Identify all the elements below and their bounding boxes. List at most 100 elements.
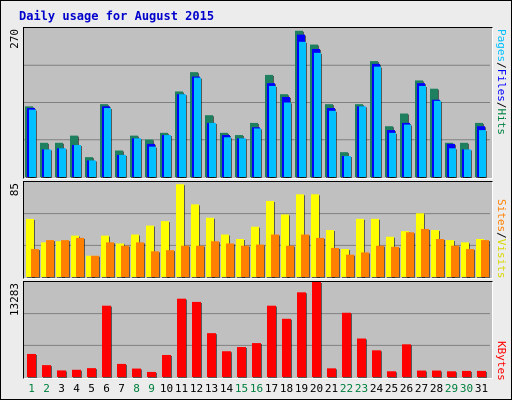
visits-bar: [446, 240, 454, 277]
visits-bar: [386, 236, 394, 277]
legend-sep-1: /: [495, 62, 508, 69]
legend-sites: Sites: [495, 199, 508, 233]
kbytes-bar: [132, 368, 141, 377]
kbytes-bar: [342, 312, 351, 377]
kbytes-bar: [447, 371, 456, 377]
visits-bar: [431, 230, 439, 277]
legend-sep-3: /: [495, 232, 508, 239]
x-tick-label: 22: [340, 382, 353, 395]
chart-title: Daily usage for August 2015: [19, 9, 215, 23]
kbytes-bar: [192, 301, 201, 377]
visits-bar: [101, 235, 109, 277]
sites-bar: [286, 245, 294, 277]
kbytes-bar: [72, 369, 81, 377]
x-tick-label: 24: [370, 382, 384, 395]
pages-bar: [59, 148, 66, 177]
pages-bar: [404, 124, 411, 177]
pages-bar: [344, 156, 351, 177]
sites-bar: [436, 239, 444, 277]
visits-bar: [266, 201, 274, 277]
visits-bar: [251, 226, 259, 277]
x-tick-label: 4: [73, 382, 80, 395]
visits-bar: [296, 194, 304, 277]
visits-bar: [191, 204, 199, 277]
visits-bar: [26, 218, 34, 277]
pages-bar: [299, 41, 306, 177]
legend-kbytes: KBytes: [495, 341, 508, 381]
legend-hits: Hits: [495, 108, 508, 136]
pages-bar: [119, 154, 126, 177]
visits-bar: [116, 243, 124, 277]
kbytes-bar: [372, 350, 381, 377]
kbytes-bar: [282, 318, 291, 377]
sites-bar: [256, 244, 264, 277]
kbytes-bar: [402, 344, 411, 377]
pages-bar: [29, 109, 36, 177]
visits-bar: [281, 214, 289, 277]
x-tick-label: 14: [220, 382, 234, 395]
x-tick-label: 21: [325, 382, 338, 395]
pages-bar: [149, 146, 156, 177]
pages-bar: [44, 149, 51, 177]
kbytes-bar: [207, 333, 216, 377]
pages-bar: [329, 110, 336, 177]
legend-sep-2: /: [495, 101, 508, 109]
visits-bar: [356, 218, 364, 277]
pages-bar: [179, 94, 186, 177]
visits-bar: [86, 255, 94, 277]
visits-bar: [41, 242, 49, 277]
sites-bar: [376, 245, 384, 277]
x-tick-label: 25: [385, 382, 398, 395]
visits-bar: [341, 249, 349, 277]
sites-bar: [301, 234, 309, 277]
kbytes-bar: [417, 370, 426, 377]
pages-bar: [479, 130, 486, 177]
sites-bar: [331, 247, 339, 277]
visits-bar: [176, 184, 184, 277]
visits-bar: [371, 218, 379, 277]
sites-bar: [46, 240, 54, 277]
sites-bar: [166, 250, 174, 277]
visits-bar: [401, 231, 409, 277]
x-tick-label: 1: [28, 382, 35, 395]
pages-bar: [224, 137, 231, 177]
x-tick-label: 17: [265, 382, 278, 395]
sites-bar: [76, 237, 84, 277]
hits-legend: Pages/Files/Hits: [495, 29, 508, 135]
kbytes-bar: [327, 368, 336, 377]
sites-bar: [406, 232, 414, 277]
sites-bar: [451, 245, 459, 277]
kbytes-bar: [27, 353, 36, 377]
x-tick-label: 9: [148, 382, 155, 395]
x-tick-label: 5: [88, 382, 95, 395]
pages-bar: [194, 77, 201, 177]
x-tick-label: 29: [445, 382, 458, 395]
kbytes-bar: [267, 305, 276, 377]
visits-bar: [326, 230, 334, 277]
sites-bar: [316, 237, 324, 277]
x-tick-label: 12: [190, 382, 203, 395]
pages-bar: [74, 144, 81, 177]
legend-visits: Visits: [495, 238, 508, 279]
visits-bar: [416, 213, 424, 277]
kbytes-bar: [87, 368, 96, 377]
sites-bar: [481, 240, 489, 277]
x-tick-label: 15: [235, 382, 248, 395]
sites-bar: [91, 255, 99, 277]
kbytes-bar: [387, 371, 396, 377]
pages-bar: [134, 138, 141, 177]
sites-bar: [361, 252, 369, 277]
x-tick-label: 31: [475, 382, 488, 395]
sites-bar: [346, 254, 354, 277]
pages-bar: [314, 52, 321, 178]
visits-bar: [206, 217, 214, 277]
visits-bar: [221, 234, 229, 277]
pages-bar: [464, 149, 471, 177]
pages-bar: [434, 100, 441, 177]
kbytes-bar: [162, 354, 171, 377]
visits-bar: [146, 225, 154, 277]
x-tick-label: 2: [43, 382, 50, 395]
kbytes-bar: [357, 338, 366, 377]
pages-bar: [89, 160, 96, 177]
